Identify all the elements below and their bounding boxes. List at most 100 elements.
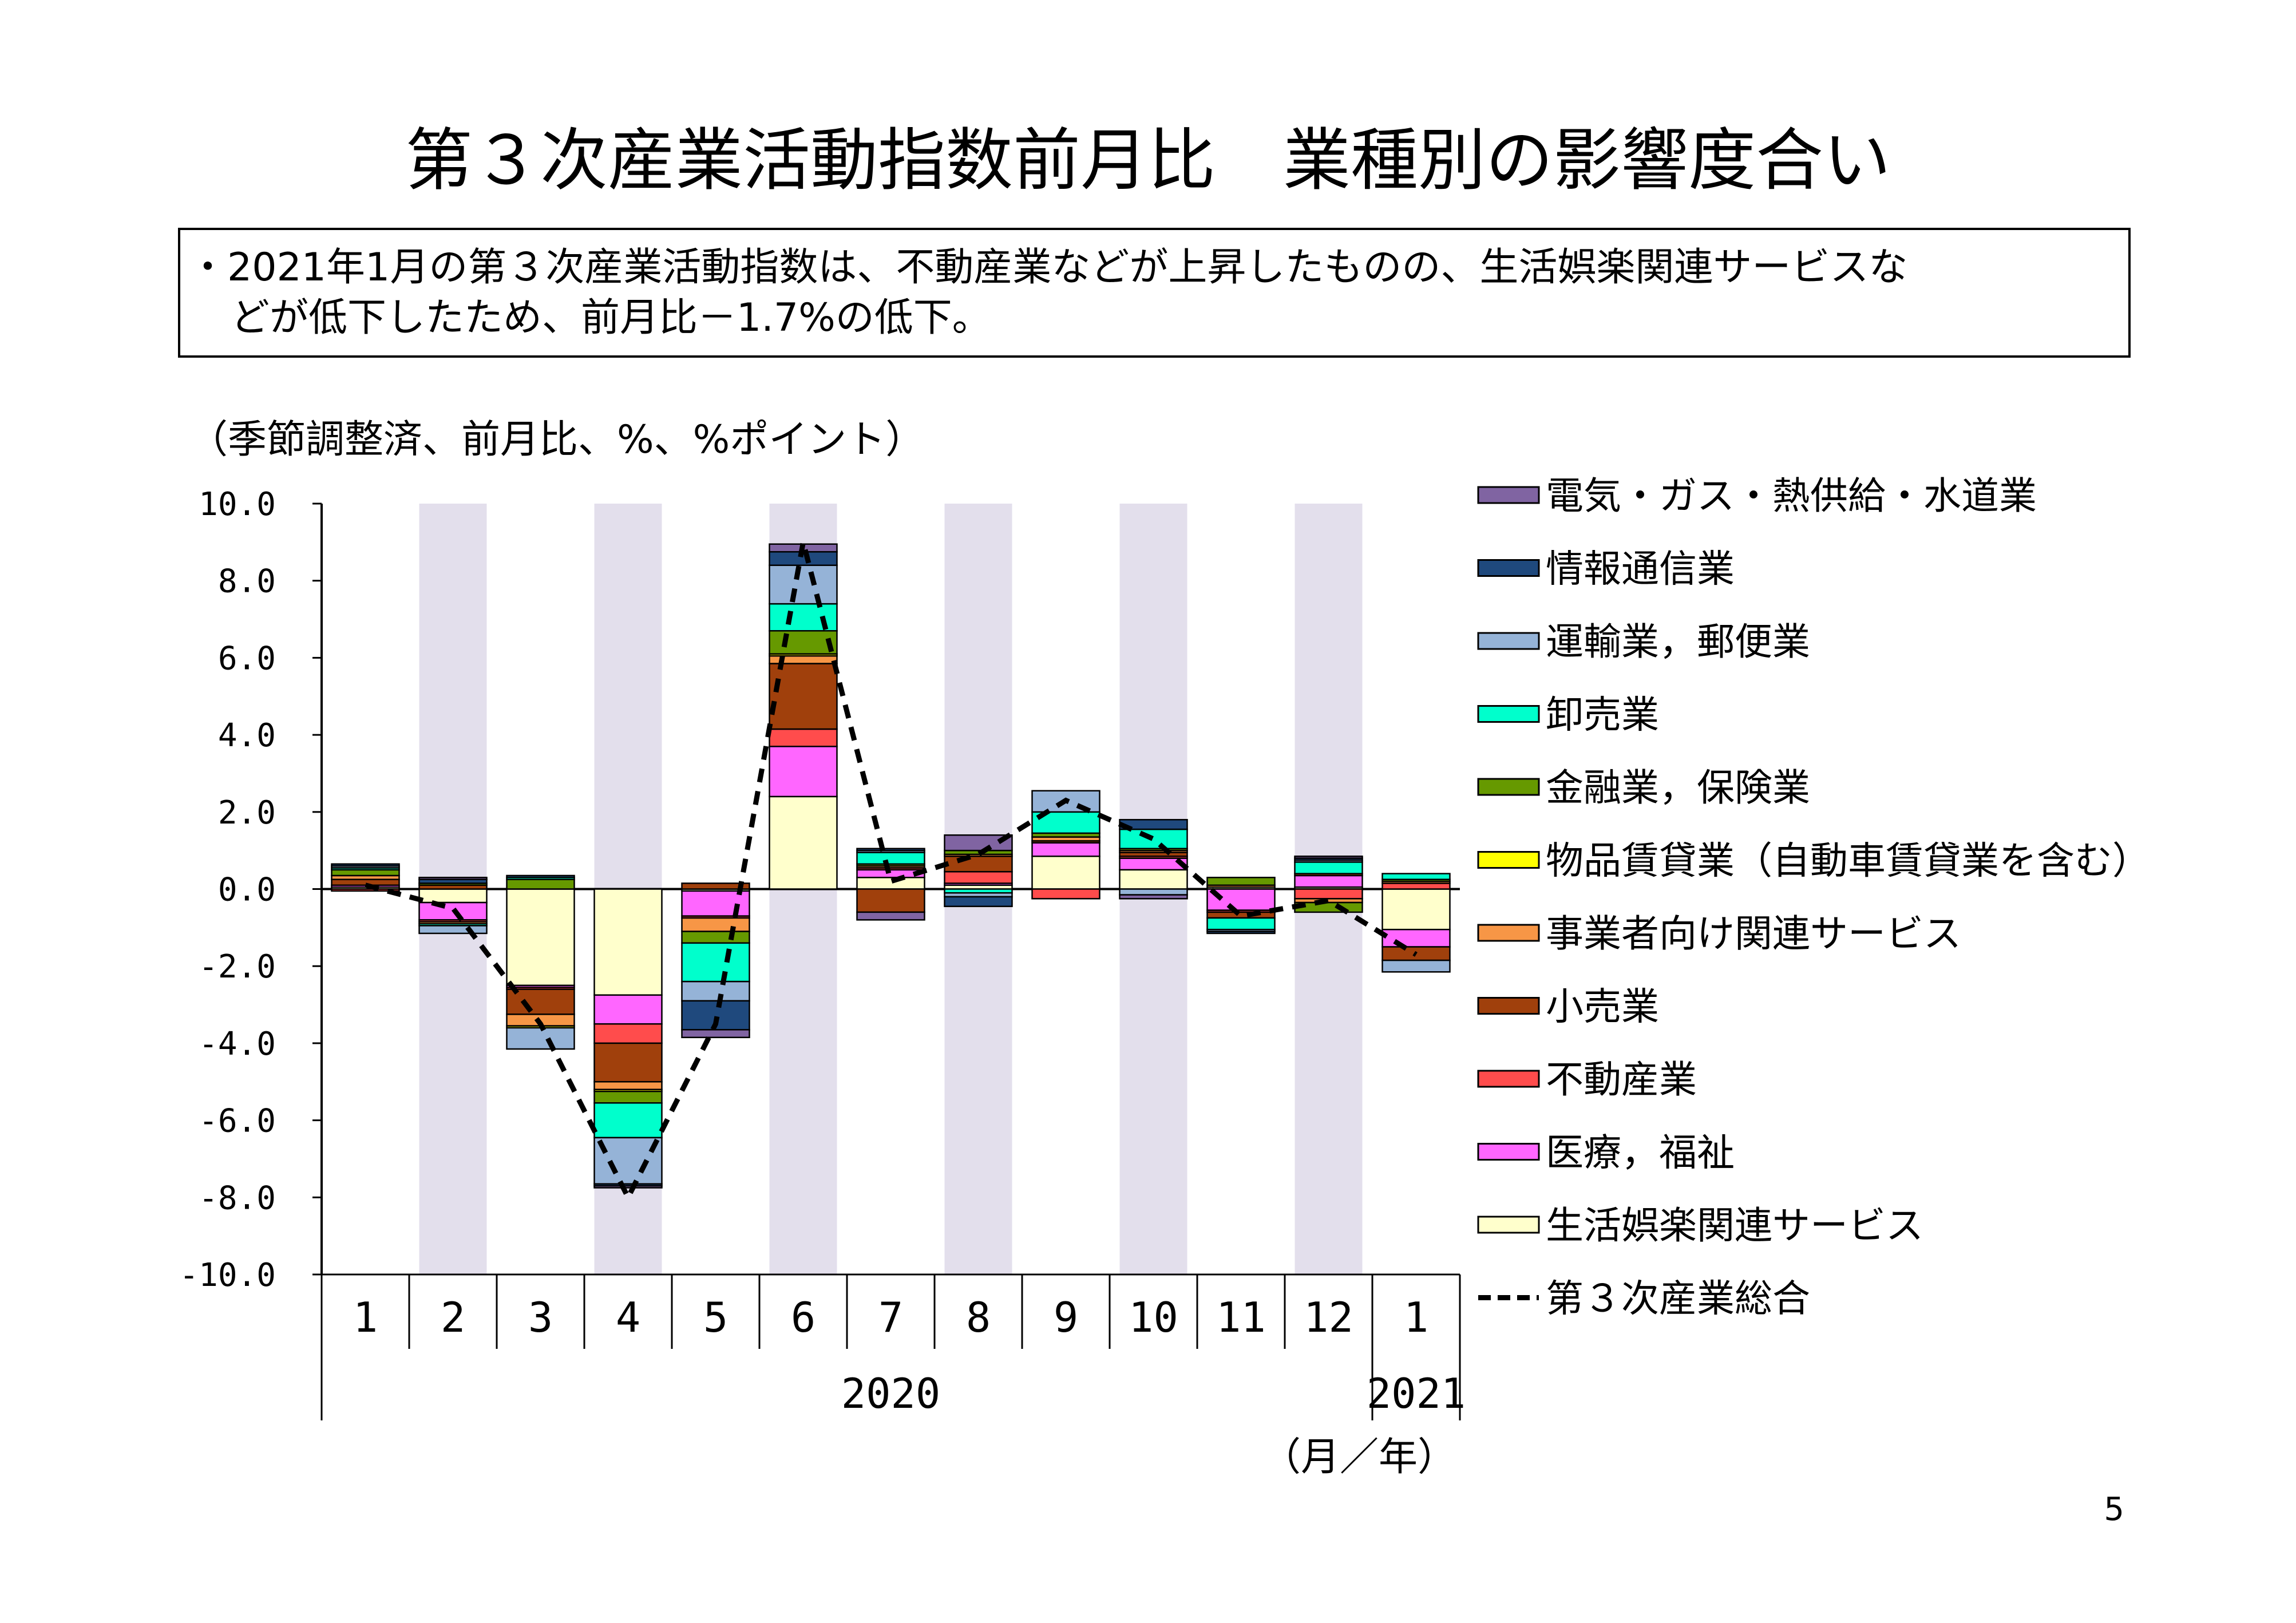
summary-line-1: ・2021年1月の第３次産業活動指数は、不動産業などが上昇したものの、生活娯楽関… [188,245,1908,290]
bar-segment [681,890,750,917]
bar-segment [506,888,575,987]
bar-segment [856,877,925,890]
legend-swatch [1477,997,1540,1015]
legend-swatch [1477,705,1540,723]
legend-label: 電気・ガス・熱供給・水道業 [1546,474,2037,518]
y-tick-label: 10.0 [199,486,276,523]
bar-segment [856,852,925,865]
x-tick-label: 8 [966,1293,991,1341]
y-tick-label: 2.0 [218,794,276,832]
legend-label: 不動産業 [1546,1058,1697,1102]
year-label: 2021 [1367,1369,1466,1418]
bar-segment [1119,869,1188,890]
x-tick-label: 7 [878,1293,903,1341]
y-tick-label: -8.0 [199,1179,276,1217]
legend-swatch [1477,1070,1540,1088]
x-tick-label: 5 [703,1293,728,1341]
bar-segment [856,911,925,921]
bar-segment [593,1090,663,1104]
legend-label: 情報通信業 [1546,547,1735,591]
axis-labels: 10.0 8.0 6.0 4.0 2.0 0.0 -2.0 -4.0 -6.0 -8.0 -10.0… [179,486,1466,1418]
legend-swatch [1477,1143,1540,1161]
bar-segment [1206,877,1276,886]
y-tick-label: -2.0 [199,948,276,985]
x-tick-label: 11 [1216,1293,1266,1341]
bar-segment [1294,861,1363,874]
legend-swatch [1477,632,1540,650]
legend: 電気・ガス・熱供給・水道業情報通信業運輸業，郵便業卸売業金融業，保険業物品賃貸業… [1477,474,2150,1321]
bar-segment [856,848,925,852]
bar-segment [1119,828,1188,850]
bar-segment [944,896,1013,908]
bar-segment [506,874,575,878]
summary-box: ・2021年1月の第３次産業活動指数は、不動産業などが上昇したものの、生活娯楽関… [178,228,2131,358]
bar-segment [1381,882,1451,890]
legend-label: 事業者向け関連サービス [1546,912,1961,956]
bar-segment [418,877,488,880]
bar-segment [593,1042,663,1083]
bar-segment [506,1027,575,1050]
y-tick-label: 6.0 [218,640,276,677]
bar-segment [1031,888,1101,900]
bar-segment [769,746,838,798]
bar-segment [506,988,575,1015]
year-label: 2020 [841,1369,940,1418]
bar-segment [1206,931,1276,935]
legend-label: 小売業 [1546,985,1659,1029]
legend-label: 物品賃貸業（自動車賃貸業を含む） [1546,839,2150,883]
bar-segment [681,882,750,890]
bar-segment [593,888,663,996]
bar-segment [1294,888,1363,900]
legend-label: 生活娯楽関連サービス [1546,1204,1923,1248]
bar-segment [593,1137,663,1185]
bar-segment [681,931,750,944]
bar-segment [331,863,400,867]
legend-swatch [1477,486,1540,504]
bar-segment [1381,888,1451,931]
summary-text: ・2021年1月の第３次産業活動指数は、不動産業などが上昇したものの、生活娯楽関… [188,243,2120,343]
bar-segment [769,795,838,890]
bar-segment [331,878,400,886]
bar-segment [681,917,750,932]
y-tick-label: -4.0 [199,1026,276,1063]
total-line [365,541,1418,1204]
legend-label: 運輸業，郵便業 [1546,620,1810,664]
bar-segment [1381,873,1451,880]
legend-swatch [1477,778,1540,796]
bar-segment [856,888,925,913]
y-tick-label: -6.0 [199,1103,276,1140]
x-tick-label: 12 [1304,1293,1353,1341]
unit-note: （季節調整済、前月比、%、%ポイント） [189,417,925,462]
bar-segment [1206,911,1276,919]
bar-segment [331,888,400,892]
bar-segment [1119,888,1188,896]
x-tick-label: 1 [353,1293,378,1341]
x-axis-unit-label: （月／年） [1262,1435,1457,1480]
bar-segment [593,1185,663,1189]
bar-segment [506,878,575,890]
x-tick-label: 2 [441,1293,465,1341]
page-number: 5 [2104,1491,2124,1528]
bar-segment [1381,928,1451,948]
legend-label: 金融業，保険業 [1546,766,1810,810]
x-tick-label: 10 [1129,1293,1178,1341]
y-tick-label: 8.0 [218,563,276,600]
bar-segment [1119,894,1188,900]
x-tick-label: 3 [528,1293,553,1341]
bar-segment [944,856,1013,873]
legend-swatch [1477,924,1540,942]
x-tick-label: 1 [1404,1293,1428,1341]
bar-segment [1294,856,1363,859]
bar-segment [681,980,750,1002]
bar-segment [769,728,838,747]
legend-label: 医療，福祉 [1546,1131,1735,1175]
bar-segment [681,1029,750,1039]
bar-segment [1031,856,1101,890]
bar-segment [593,1102,663,1139]
y-tick-label: -10.0 [179,1257,276,1294]
legend-label: 第３次産業総合 [1546,1277,1810,1321]
y-tick-label: 0.0 [218,872,276,909]
bar-stacks [331,543,1451,1189]
x-tick-label: 4 [616,1293,640,1341]
bar-segment [681,942,750,983]
